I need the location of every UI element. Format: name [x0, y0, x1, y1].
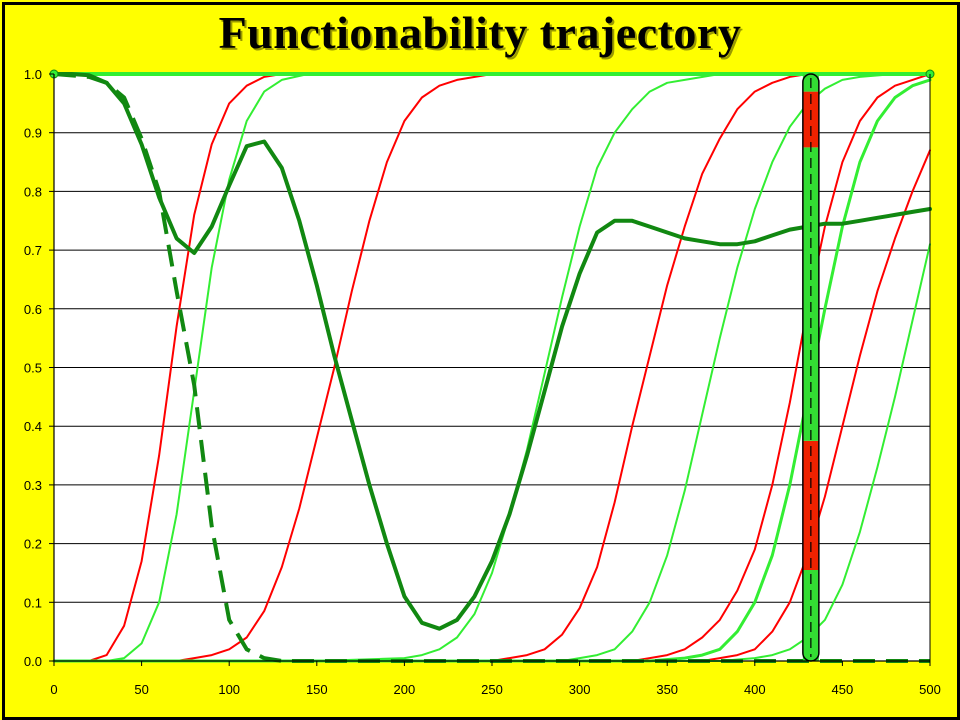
x-tick-label: 150: [306, 682, 328, 697]
chart-title: Functionability trajectory: [218, 7, 742, 58]
series-line-12: [52, 72, 932, 631]
series-line-2: [53, 73, 931, 662]
series-line-4: [53, 73, 931, 662]
x-tick-label: 450: [832, 682, 854, 697]
y-tick-label: 0.1: [24, 595, 42, 610]
y-tick-label: 0.2: [24, 537, 42, 552]
series-line-6: [53, 73, 931, 662]
axes-layer: 0.0 0.1 0.2 0.3 0.4 0.5 0.6 0.7 0.8 0.9 1.0 0 50 100 1…: [24, 67, 941, 697]
bar-segment-2: [802, 440, 819, 571]
x-tick-label: 50: [134, 682, 148, 697]
y-tick-label: 0.5: [24, 361, 42, 376]
x-tick-label: 250: [481, 682, 503, 697]
y-tick-label: 1.0: [24, 67, 42, 82]
series-line-7: [53, 73, 931, 662]
x-tick-label: 200: [394, 682, 416, 697]
series-line-1: [53, 73, 931, 662]
y-tick-label: 0.7: [24, 243, 42, 258]
y-tick-label: 0.6: [24, 302, 42, 317]
series-line-13: [53, 72, 930, 663]
x-tick-label: 400: [744, 682, 766, 697]
y-tick-label: 0.8: [24, 184, 42, 199]
series-line-10: [53, 243, 931, 662]
series-line-8: [52, 78, 932, 663]
y-tick-label: 0.3: [24, 478, 42, 493]
series-layer: [52, 72, 932, 663]
x-tick-label: 350: [656, 682, 678, 697]
annotation-layer: [49, 69, 935, 662]
x-tick-label: 0: [50, 682, 57, 697]
series-line-5: [53, 73, 931, 662]
x-tick-label: 100: [218, 682, 240, 697]
y-tick-label: 0.0: [24, 654, 42, 669]
series-line-3: [53, 73, 931, 662]
y-tick-label: 0.4: [24, 419, 42, 434]
y-tick-label: 0.9: [24, 126, 42, 141]
x-tick-label: 500: [919, 682, 941, 697]
x-tick-label: 300: [569, 682, 591, 697]
